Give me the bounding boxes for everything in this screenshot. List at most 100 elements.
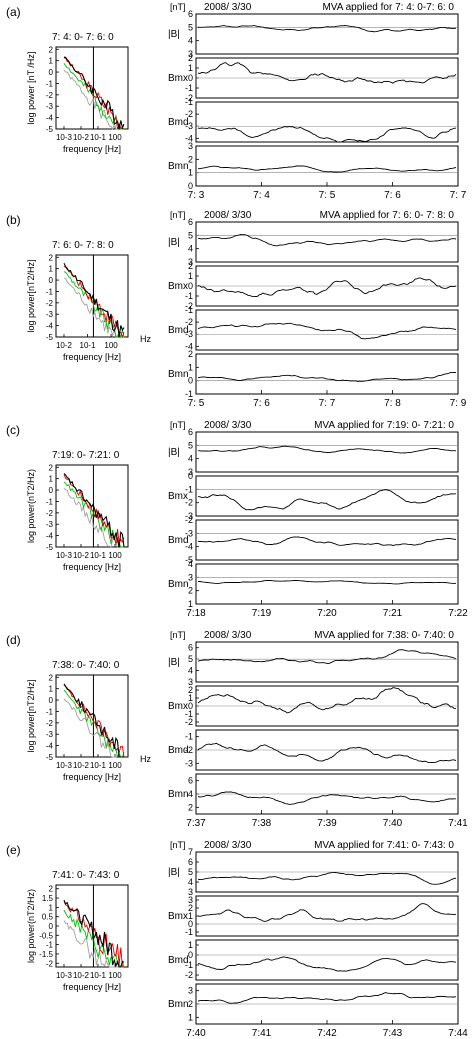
spectrum-x-axis-title: frequency [Hz] bbox=[63, 562, 121, 572]
trace-component-label: Bmd bbox=[168, 325, 189, 336]
trace-y-tick-label: 3 bbox=[188, 467, 193, 477]
spectrum-y-tick-label: 1.5 bbox=[42, 894, 54, 903]
trace-y-tick-label: 6 bbox=[188, 217, 193, 227]
time-series-title: MVA applied for 7: 6: 0- 7: 8: 0 bbox=[320, 210, 455, 221]
time-x-tick-label: 7:42 bbox=[317, 1028, 337, 1039]
spectrum-series-line bbox=[63, 698, 124, 758]
trace-line bbox=[197, 903, 457, 922]
spectrum-interval-label: 7:41: 0- 7:43: 0 bbox=[52, 870, 120, 881]
spectrum-x-tick-label: 10-3 bbox=[56, 761, 73, 770]
spectrum-y-tick-label: -2 bbox=[46, 959, 54, 968]
trace-y-tick-label: -1 bbox=[185, 83, 193, 93]
trace-y-tick-label: -3 bbox=[185, 511, 193, 521]
trace-component-label: Bmn bbox=[168, 999, 189, 1010]
spectrum-x-tick-label: 10-2 bbox=[73, 971, 90, 980]
spectrum-x-tick-label: 100 bbox=[108, 551, 122, 560]
spectrum-x-tick-label: 100 bbox=[108, 133, 122, 142]
trace-frame bbox=[195, 145, 459, 187]
spectrum-hz-label: Hz bbox=[140, 334, 151, 344]
trace-line bbox=[197, 489, 457, 511]
spectrum-series-line bbox=[63, 262, 125, 337]
spectrum-hz-label: Hz bbox=[140, 754, 151, 764]
time-series-title: MVA applied for 7:41: 0- 7:43: 0 bbox=[314, 840, 454, 851]
spectrum-x-axis-title: frequency [Hz] bbox=[63, 772, 121, 782]
trace-y-tick-label: 1 bbox=[188, 362, 193, 372]
trace-frame bbox=[195, 519, 459, 561]
trace-y-tick-label: 3 bbox=[188, 141, 193, 151]
time-x-tick-label: 7: 4 bbox=[253, 190, 270, 201]
trace-line bbox=[197, 687, 457, 714]
trace-component-label: Bmd bbox=[168, 745, 189, 756]
spectrum-x-tick-label: 100 bbox=[104, 341, 118, 350]
trace-component-label: Bmn bbox=[168, 579, 189, 590]
trace-y-tick-label: 0 bbox=[188, 471, 193, 481]
time-x-tick-label: 7: 6 bbox=[384, 190, 401, 201]
trace-y-tick-label: 6 bbox=[188, 857, 193, 867]
time-series-date-label: 2008/ 3/30 bbox=[204, 630, 252, 641]
spectrum-x-axis-title: frequency [Hz] bbox=[63, 982, 121, 992]
time-x-tick-label: 7:37 bbox=[186, 818, 206, 829]
trace-y-tick-label: 0 bbox=[188, 376, 193, 386]
trace-component-label: Bmd bbox=[168, 535, 189, 546]
trace-y-tick-label: -1 bbox=[185, 291, 193, 301]
time-x-tick-label: 7:41 bbox=[448, 818, 468, 829]
trace-line bbox=[197, 742, 457, 764]
spectrum-y-tick-label: -1 bbox=[46, 941, 54, 950]
trace-line bbox=[197, 372, 457, 382]
trace-y-tick-label: 1 bbox=[188, 911, 193, 921]
spectrum-y-axis-title: log power(nT2/Hz) bbox=[26, 889, 36, 963]
spectrum-y-tick-label: -3 bbox=[46, 730, 54, 739]
time-series-unit-label: [nT] bbox=[170, 420, 186, 430]
trace-y-tick-label: 4 bbox=[188, 36, 193, 46]
spectrum-y-tick-label: -3 bbox=[46, 310, 54, 319]
trace-component-label: Bmx bbox=[168, 911, 188, 922]
time-x-tick-label: 7:20 bbox=[317, 608, 337, 619]
spectrum-frame bbox=[55, 464, 129, 548]
trace-y-tick-label: 4 bbox=[188, 877, 193, 887]
trace-y-tick-label: -2 bbox=[185, 317, 193, 327]
time-x-tick-label: 7: 7 bbox=[319, 398, 336, 409]
trace-line bbox=[197, 25, 456, 33]
spectrum-series-line bbox=[63, 920, 124, 968]
trace-line bbox=[197, 649, 457, 664]
trace-y-tick-label: 4 bbox=[188, 454, 193, 464]
trace-y-tick-label: 0 bbox=[188, 181, 193, 191]
spectrum-y-tick-label: -1 bbox=[46, 287, 54, 296]
trace-y-tick-label: -2 bbox=[185, 970, 193, 980]
spectrum-y-tick-label: 0 bbox=[49, 922, 54, 931]
time-x-tick-label: 7:44 bbox=[448, 1028, 468, 1039]
trace-y-tick-label: -1 bbox=[185, 709, 193, 719]
spectrum-frame bbox=[55, 46, 129, 130]
trace-y-tick-label: 2 bbox=[188, 261, 193, 271]
trace-frame bbox=[195, 353, 459, 395]
spectrum-series-line bbox=[63, 56, 125, 130]
panel-label: (c) bbox=[6, 423, 20, 437]
spectrum-y-tick-label: 2 bbox=[49, 673, 54, 682]
trace-y-tick-label: -3 bbox=[185, 528, 193, 538]
spectrum-x-tick-label: 10-2 bbox=[73, 133, 90, 142]
spectrum-series-line bbox=[63, 683, 124, 758]
trace-y-tick-label: -2 bbox=[185, 93, 193, 103]
time-x-tick-label: 7: 9 bbox=[450, 398, 467, 409]
trace-y-tick-label: 4 bbox=[188, 666, 193, 676]
time-x-tick-label: 7:40 bbox=[383, 818, 403, 829]
trace-y-tick-label: 2 bbox=[188, 903, 193, 913]
spectrum-y-tick-label: 2 bbox=[49, 885, 54, 894]
trace-y-tick-label: 6 bbox=[188, 427, 193, 437]
trace-y-tick-label: 0 bbox=[188, 919, 193, 929]
time-x-tick-label: 7:41 bbox=[252, 1028, 272, 1039]
trace-y-tick-label: 6 bbox=[188, 776, 193, 786]
trace-y-tick-label: 3 bbox=[188, 257, 193, 267]
time-series-date-label: 2008/ 3/30 bbox=[204, 420, 252, 431]
spectrum-series-line bbox=[63, 271, 125, 339]
trace-frame bbox=[195, 431, 459, 473]
spectrum-y-tick-label: 0 bbox=[49, 696, 54, 705]
panel-label: (b) bbox=[6, 213, 21, 227]
trace-y-tick-label: 5 bbox=[188, 654, 193, 664]
time-x-tick-label: 7:19 bbox=[252, 608, 272, 619]
trace-frame bbox=[195, 939, 459, 981]
trace-component-label: |B| bbox=[168, 447, 180, 458]
trace-component-label: Bmd bbox=[168, 117, 189, 128]
spectrum-x-axis-title: frequency [Hz] bbox=[63, 144, 121, 154]
